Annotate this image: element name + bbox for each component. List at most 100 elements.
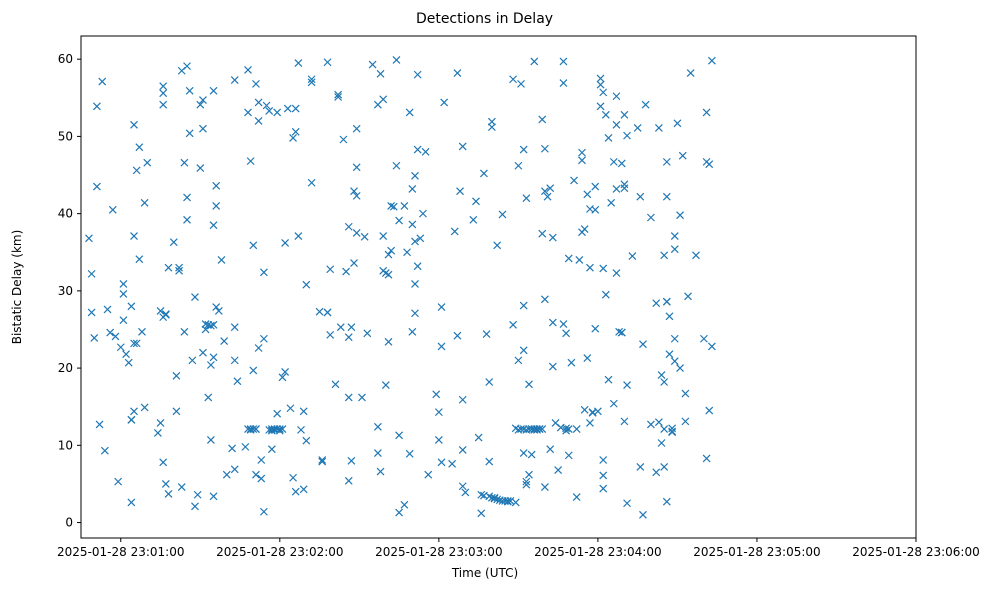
data-point <box>209 86 218 95</box>
data-point <box>604 375 613 384</box>
data-point <box>416 234 425 243</box>
data-point <box>456 187 464 196</box>
data-point <box>482 330 491 339</box>
data-point <box>413 262 422 271</box>
data-point <box>623 499 631 508</box>
data-point <box>249 366 258 375</box>
data-point <box>206 435 215 444</box>
data-point <box>487 117 496 126</box>
data-point <box>352 163 361 172</box>
data-point <box>548 318 557 327</box>
data-point <box>368 60 377 69</box>
data-point <box>652 299 661 308</box>
data-point <box>259 268 268 277</box>
data-point <box>506 497 515 505</box>
data-point <box>596 80 605 89</box>
data-point <box>127 415 136 424</box>
data-point <box>620 110 629 119</box>
y-tick-label: 0 <box>65 516 73 530</box>
data-point <box>583 190 592 199</box>
data-point <box>670 245 679 254</box>
data-point <box>352 229 361 237</box>
data-point <box>193 490 202 499</box>
data-point <box>670 232 679 240</box>
data-point <box>183 193 191 202</box>
data-point <box>548 362 557 371</box>
data-point <box>289 473 297 482</box>
data-point <box>707 56 716 65</box>
data-point <box>599 264 608 273</box>
data-point <box>408 327 417 336</box>
data-point <box>185 86 194 95</box>
data-point <box>119 279 128 288</box>
data-point <box>392 56 401 64</box>
data-point <box>297 425 305 434</box>
data-point <box>652 468 661 477</box>
data-point <box>562 424 571 433</box>
data-point <box>437 458 446 467</box>
data-point <box>212 181 221 190</box>
data-point <box>421 147 430 156</box>
data-point <box>700 334 708 343</box>
data-point <box>487 493 496 502</box>
data-point <box>686 69 695 77</box>
data-point <box>323 308 332 317</box>
data-point <box>432 390 441 399</box>
data-point <box>641 100 650 109</box>
data-point <box>98 77 107 86</box>
data-point <box>424 470 433 479</box>
data-point <box>535 425 544 434</box>
data-point <box>540 483 549 491</box>
data-point <box>514 356 523 365</box>
data-point <box>95 420 104 429</box>
data-point <box>196 100 205 109</box>
data-point <box>623 131 631 140</box>
data-point <box>384 337 393 346</box>
data-point <box>660 251 669 260</box>
data-point <box>222 470 231 479</box>
data-point <box>546 184 555 193</box>
data-point <box>408 220 417 229</box>
data-point <box>273 108 282 117</box>
data-point <box>278 373 287 382</box>
data-point <box>360 232 369 241</box>
data-point <box>596 102 605 111</box>
data-point <box>352 191 361 200</box>
data-point <box>188 356 197 365</box>
data-point <box>381 381 390 390</box>
data-point <box>620 184 629 193</box>
x-tick-label: 2025-01-28 23:01:00 <box>57 545 184 559</box>
data-point <box>519 301 528 310</box>
data-point <box>479 169 488 178</box>
data-point <box>206 361 215 369</box>
data-point <box>339 135 348 144</box>
data-point <box>543 192 552 201</box>
data-point <box>411 279 419 288</box>
data-point <box>646 213 655 222</box>
data-point <box>191 293 199 301</box>
data-point <box>572 425 581 434</box>
data-point <box>206 321 215 330</box>
data-point <box>164 263 173 272</box>
data-point <box>209 492 218 501</box>
data-point <box>458 395 467 404</box>
data-point <box>196 164 205 172</box>
data-point <box>662 192 671 201</box>
data-point <box>254 98 263 107</box>
data-point <box>331 380 340 389</box>
data-point <box>705 160 714 169</box>
data-point <box>612 92 621 101</box>
data-point <box>408 184 417 193</box>
x-axis-label: Time (UTC) <box>451 566 518 580</box>
data-point <box>676 364 685 373</box>
data-point <box>411 237 419 246</box>
data-point <box>657 439 666 447</box>
data-point <box>633 123 642 132</box>
data-point <box>326 265 335 274</box>
data-point <box>400 201 409 210</box>
data-point <box>384 270 393 279</box>
data-point <box>143 158 152 167</box>
data-point <box>477 490 486 499</box>
data-point <box>657 371 666 379</box>
